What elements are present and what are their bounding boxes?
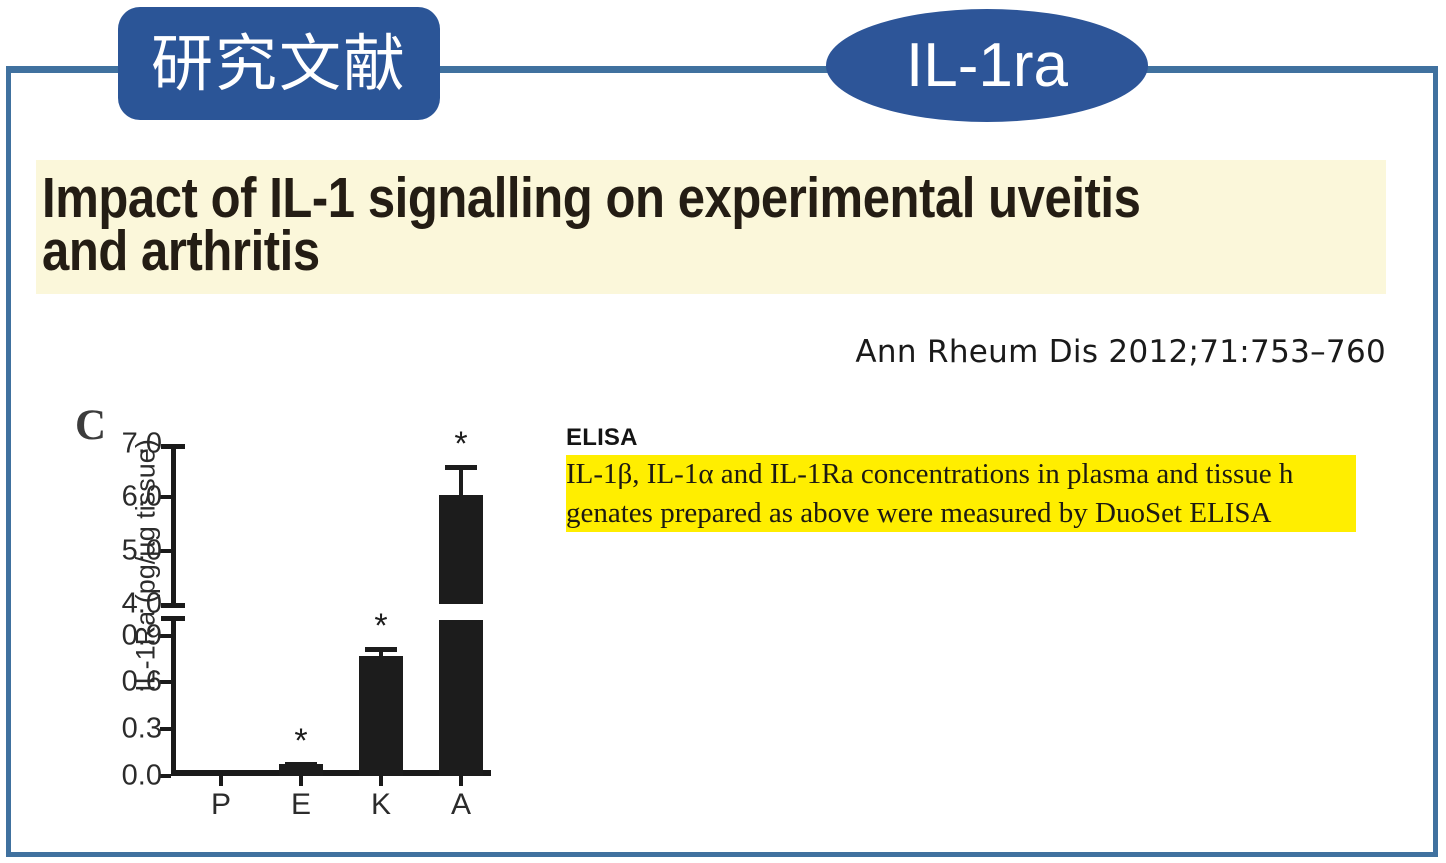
paper-title-block: Impact of IL-1 signalling on experimenta… — [36, 160, 1386, 294]
chart-y-tick-0.3 — [160, 727, 171, 732]
badge-research-label: 研究文献 — [150, 26, 407, 100]
chart-y-tick-label-0.6: 0.6 — [121, 665, 162, 698]
chart-errorbar-cap-E — [285, 761, 317, 767]
chart-y-tick-label-4.0: 4.0 — [121, 587, 162, 620]
elisa-body-line-2: genates prepared as above were measured … — [566, 493, 1356, 533]
elisa-text-block: ELISA IL-1β, IL-1α and IL-1Ra concentrat… — [566, 424, 1386, 533]
paper-citation: Ann Rheum Dis 2012;71:753–760 — [855, 334, 1386, 370]
paper-title-line-1: Impact of IL-1 signalling on experimenta… — [42, 166, 1141, 230]
chart-bar-A-lower — [439, 620, 483, 776]
badge-topic-label: IL-1ra — [906, 30, 1068, 100]
chart-errorbar-cap-A — [445, 465, 477, 471]
chart-y-tick-label-0.9: 0.9 — [121, 619, 162, 652]
chart-y-tick-0.9 — [160, 633, 171, 638]
chart-significance-star-K: * — [374, 606, 388, 645]
chart-y-tick-label-6.0: 6.0 — [121, 480, 162, 513]
elisa-heading: ELISA — [566, 424, 638, 451]
chart-x-label-K: K — [370, 788, 392, 821]
chart-x-label-A: A — [450, 788, 472, 821]
chart-axis-break-cap-upper — [161, 603, 185, 608]
chart-significance-star-E: * — [294, 721, 308, 760]
chart-x-tick-E — [299, 776, 303, 786]
chart-x-tick-A — [459, 776, 463, 786]
chart-bar-K — [359, 655, 403, 776]
elisa-body-line-1: IL-1β, IL-1α and IL-1Ra concentrations i… — [566, 455, 1356, 494]
chart-x-label-E: E — [290, 788, 312, 821]
chart-y-tick-label-5.0: 5.0 — [121, 534, 162, 567]
chart-y-axis-spine-upper — [171, 444, 176, 604]
chart-errorbar-cap-K — [365, 646, 397, 652]
chart-y-tick-0.6 — [160, 680, 171, 685]
paper-title-line-2: and arthritis — [42, 219, 320, 283]
chart-plot-area: 0.0 0.3 0.6 0.9 4.0 5.0 6.0 7.0 P * E * K * A — [122, 427, 491, 821]
chart-bar-A-upper — [439, 494, 483, 604]
chart-y-tick-0.0 — [160, 774, 171, 778]
chart-significance-star-A: * — [454, 425, 468, 464]
chart-y-tick-6.0 — [160, 495, 171, 500]
chart-y-tick-label-0.0: 0.0 — [121, 759, 162, 792]
chart-y-tick-5.0 — [160, 548, 171, 553]
chart-errorbar-stem-A — [459, 465, 463, 495]
chart-y-axis-spine-lower — [171, 620, 176, 776]
chart-x-tick-K — [379, 776, 383, 786]
chart-x-axis-line — [171, 770, 491, 776]
figure-panel-c: C IL-1Ra (pg/µg tissue) 0.0 0.3 0.6 0.9 4.0 5… — [63, 398, 529, 821]
chart-y-tick-label-7.0: 7.0 — [121, 427, 162, 460]
panel-letter-label: C — [75, 402, 107, 449]
badge-topic-il1ra: IL-1ra — [826, 9, 1148, 122]
chart-x-label-P: P — [210, 788, 232, 821]
chart-axis-break-cap-lower — [161, 616, 185, 621]
chart-y-tick-label-0.3: 0.3 — [121, 712, 162, 745]
chart-axis-top-cap — [161, 444, 185, 449]
chart-x-tick-P — [219, 776, 223, 786]
badge-research-literature: 研究文献 — [118, 7, 440, 120]
